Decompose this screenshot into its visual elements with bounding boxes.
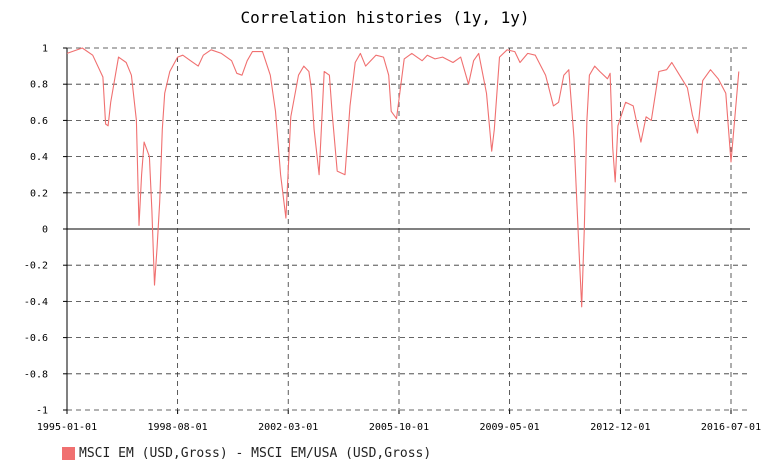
y-tick-label: -0.2 xyxy=(24,261,48,272)
y-tick-label: -0.4 xyxy=(24,297,48,308)
x-tick-label: 2009-05-01 xyxy=(480,422,540,433)
y-tick-label: 0.8 xyxy=(30,80,48,91)
legend: MSCI EM (USD,Gross) - MSCI EM/USA (USD,G… xyxy=(62,444,431,462)
x-tick-label: 1998-08-01 xyxy=(148,422,208,433)
legend-label: MSCI EM (USD,Gross) - MSCI EM/USA (USD,G… xyxy=(79,445,432,461)
x-tick-label: 2005-10-01 xyxy=(369,422,429,433)
x-tick-label: 2012-12-01 xyxy=(590,422,650,433)
y-axis-ticks: 1 0.8 0.6 0.4 0.2 0 -0.2 -0.4 -0.6 -0.8 -1 xyxy=(24,44,67,417)
series-line xyxy=(66,47,740,308)
y-tick-label: 0.4 xyxy=(30,152,48,163)
x-tick-label: 2002-03-01 xyxy=(258,422,318,433)
y-tick-label: -1 xyxy=(36,406,48,417)
y-tick-label: 0.2 xyxy=(30,188,48,199)
x-tick-label: 1995-01-01 xyxy=(37,422,97,433)
y-tick-label: 1 xyxy=(42,44,48,55)
y-tick-label: -0.6 xyxy=(24,333,48,344)
legend-swatch xyxy=(62,446,75,460)
plot-area xyxy=(66,47,740,308)
chart-title: Correlation histories (1y, 1y) xyxy=(241,8,530,27)
x-tick-label: 2016-07-01 xyxy=(701,422,761,433)
y-tick-label: 0 xyxy=(42,225,48,236)
x-axis-ticks: 1995-01-01 1998-08-01 2002-03-01 2005-10-01… xyxy=(37,410,761,433)
y-tick-label: 0.6 xyxy=(30,116,48,127)
grid xyxy=(66,47,750,411)
y-tick-label: -0.8 xyxy=(24,369,48,380)
